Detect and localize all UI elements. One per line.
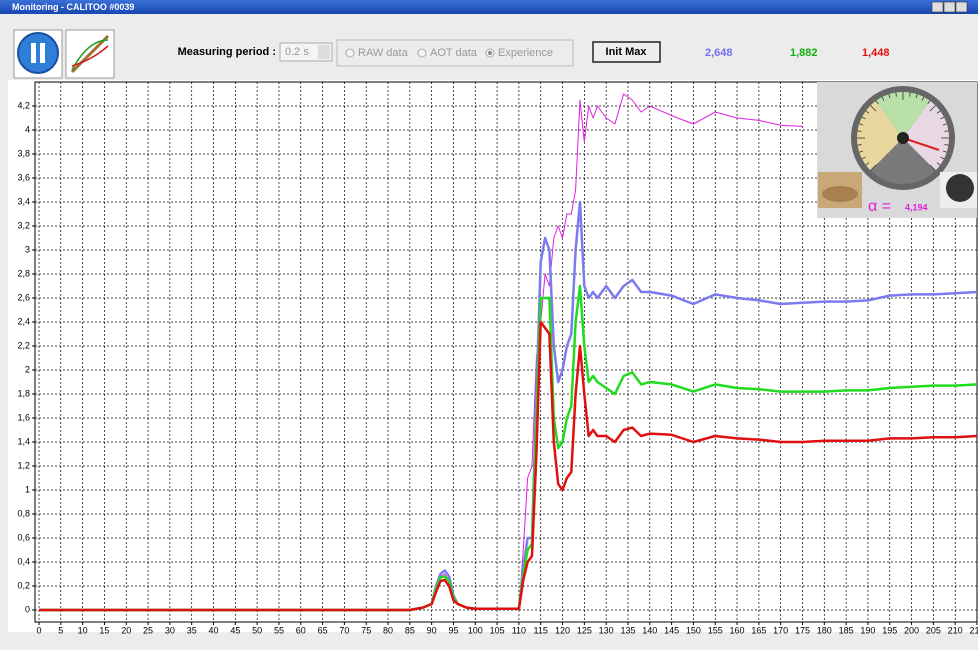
y-tick-label: 3,2 [17,220,30,230]
x-tick-label: 205 [926,625,941,635]
x-tick-label: 155 [708,625,723,635]
smoke [946,174,974,202]
y-tick-label: 2,4 [17,316,30,326]
pause-icon [40,43,45,63]
y-tick-label: 2 [25,364,30,374]
x-tick-label: 10 [78,625,88,635]
x-tick-label: 210 [948,625,963,635]
x-tick-label: 30 [165,625,175,635]
close[interactable] [956,2,967,12]
x-tick-label: 145 [664,625,679,635]
init-max-label: Init Max [606,46,648,58]
y-tick-label: 1,8 [17,388,30,398]
period-value: 0.2 s [285,46,309,58]
radio-label: AOT data [430,47,478,59]
y-tick-label: 4,2 [17,100,30,110]
select-arrow [318,45,330,59]
radio-label: RAW data [358,47,409,59]
x-tick-label: 180 [817,625,832,635]
sand-pile [822,186,858,202]
title-bar [0,0,978,14]
y-tick-label: 0,4 [17,556,30,566]
x-tick-label: 215 [969,625,978,635]
x-tick-label: 40 [209,625,219,635]
x-tick-label: 195 [882,625,897,635]
minimize[interactable] [932,2,943,12]
window-title: Monitoring - CALITOO #0039 [12,2,134,12]
x-tick-label: 70 [339,625,349,635]
readout: 2,648 [705,47,733,59]
pause-button[interactable] [18,33,58,73]
x-tick-label: 200 [904,625,919,635]
x-tick-label: 0 [36,625,41,635]
alpha-value: 4,194 [905,202,928,212]
radio-dot [488,51,492,55]
x-tick-label: 50 [252,625,262,635]
alpha-label: α = [868,198,891,215]
y-tick-label: 1,4 [17,436,30,446]
x-tick-label: 35 [187,625,197,635]
y-tick-label: 3,8 [17,148,30,158]
x-tick-label: 175 [795,625,810,635]
x-tick-label: 135 [620,625,635,635]
pause-icon [31,43,36,63]
radio-button[interactable] [346,49,354,57]
x-tick-label: 5 [58,625,63,635]
x-tick-label: 65 [318,625,328,635]
y-tick-label: 0,2 [17,580,30,590]
x-tick-label: 125 [577,625,592,635]
x-tick-label: 55 [274,625,284,635]
x-tick-label: 25 [143,625,153,635]
x-tick-label: 110 [512,625,526,635]
x-tick-label: 115 [534,625,548,635]
x-tick-label: 130 [599,625,614,635]
x-tick-label: 160 [730,625,745,635]
radio-label: Experience [498,47,553,59]
y-tick-label: 0 [25,604,30,614]
x-tick-label: 100 [468,625,483,635]
x-tick-label: 140 [642,625,657,635]
x-tick-label: 105 [490,625,505,635]
x-tick-label: 120 [555,625,570,635]
x-tick-label: 90 [427,625,437,635]
y-tick-label: 1,2 [17,460,30,470]
x-tick-label: 60 [296,625,306,635]
y-tick-label: 2,2 [17,340,30,350]
x-tick-label: 150 [686,625,701,635]
x-tick-label: 170 [773,625,788,635]
y-tick-label: 2,8 [17,268,30,278]
y-tick-label: 0,6 [17,532,30,542]
readout: 1,448 [862,47,890,59]
maximize[interactable] [944,2,955,12]
x-tick-label: 85 [405,625,415,635]
x-tick-label: 165 [751,625,766,635]
y-tick-label: 0,8 [17,508,30,518]
x-tick-label: 80 [383,625,393,635]
readout: 1,882 [790,47,818,59]
radio-button[interactable] [418,49,426,57]
x-tick-label: 15 [99,625,109,635]
x-tick-label: 95 [448,625,458,635]
y-tick-label: 4 [25,124,30,134]
window: Monitoring - CALITOO #0039 Measuring per… [0,0,978,650]
y-tick-label: 2,6 [17,292,30,302]
x-tick-label: 185 [839,625,854,635]
y-tick-label: 1,6 [17,412,30,422]
x-tick-label: 75 [361,625,371,635]
period-label: Measuring period : [178,46,276,58]
y-tick-label: 1 [25,484,30,494]
x-tick-label: 45 [230,625,240,635]
y-tick-label: 3,6 [17,172,30,182]
gauge-hub [897,132,909,144]
window-controls[interactable] [932,2,967,12]
y-tick-label: 3,4 [17,196,30,206]
x-tick-label: 20 [121,625,131,635]
y-tick-label: 3 [25,244,30,254]
x-tick-label: 190 [860,625,875,635]
